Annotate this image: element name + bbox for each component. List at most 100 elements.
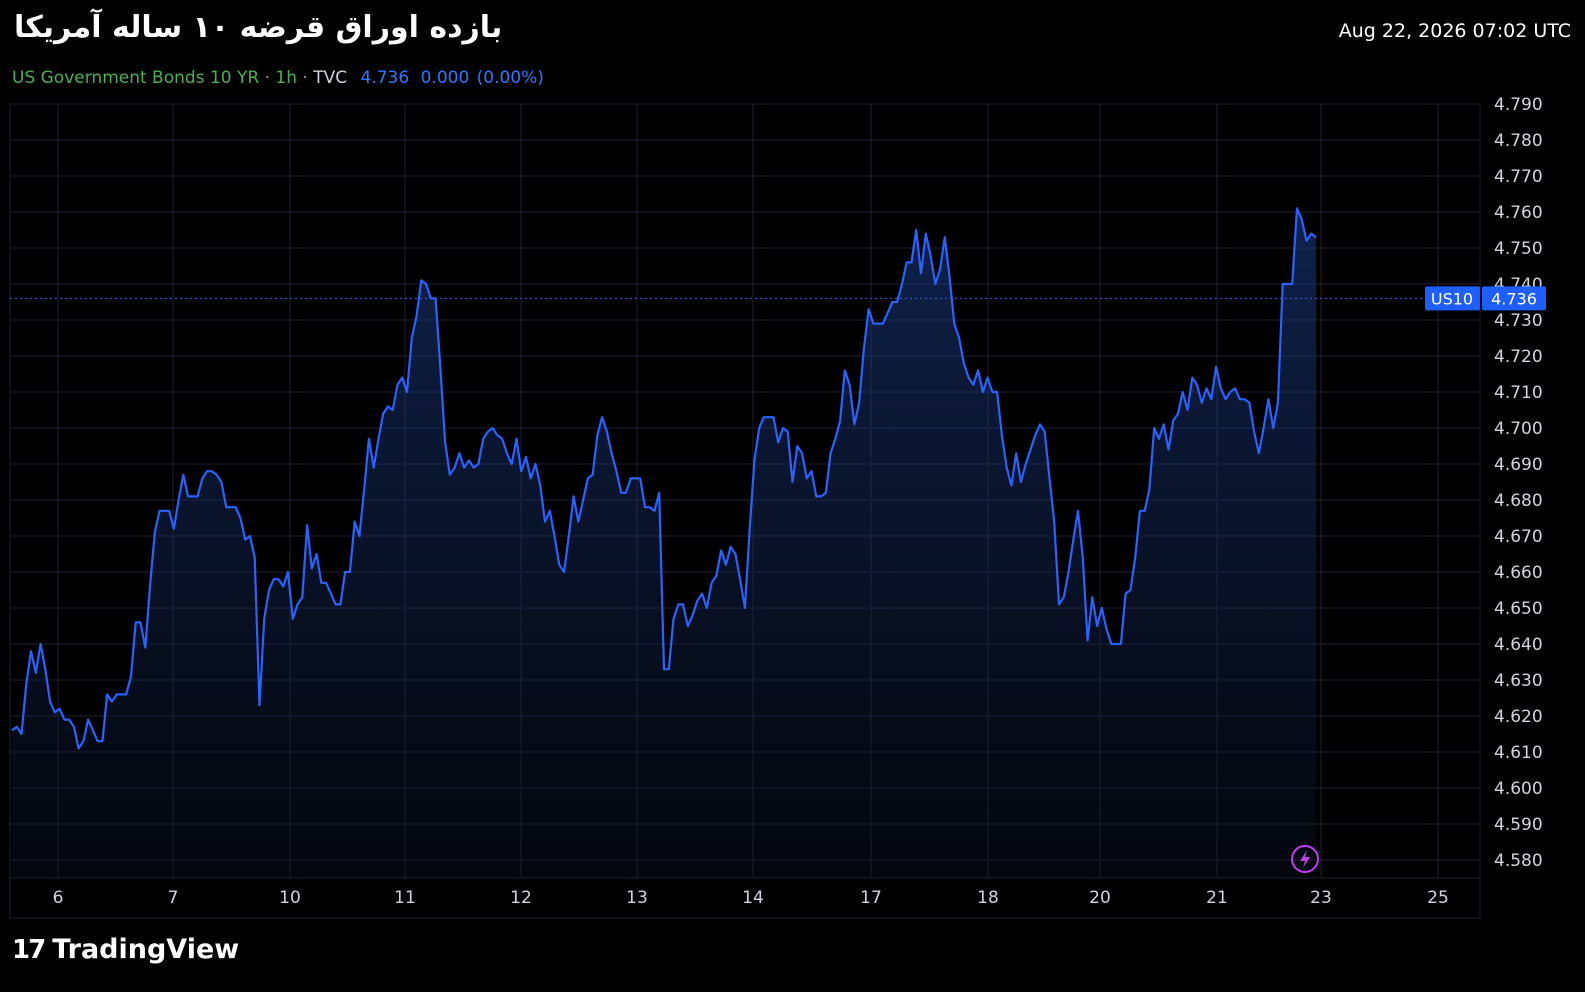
data-point bbox=[391, 408, 394, 411]
data-point bbox=[767, 416, 770, 419]
data-point bbox=[25, 682, 28, 685]
data-point bbox=[1034, 434, 1037, 437]
data-point bbox=[63, 718, 66, 721]
data-point bbox=[696, 599, 699, 602]
data-point bbox=[1043, 430, 1046, 433]
data-point bbox=[762, 416, 765, 419]
data-point bbox=[248, 534, 251, 537]
data-point bbox=[639, 477, 642, 480]
data-point bbox=[672, 617, 675, 620]
lightning-event-icon[interactable] bbox=[1291, 845, 1319, 873]
data-point bbox=[1062, 596, 1065, 599]
data-point bbox=[1015, 452, 1018, 455]
data-point bbox=[44, 668, 47, 671]
data-point bbox=[539, 484, 542, 487]
y-tick-label: 4.710 bbox=[1494, 383, 1543, 403]
data-point bbox=[1253, 430, 1256, 433]
data-point bbox=[401, 376, 404, 379]
data-point bbox=[1157, 437, 1160, 440]
data-point bbox=[1229, 390, 1232, 393]
data-point bbox=[1310, 232, 1313, 235]
y-tick-label: 4.780 bbox=[1494, 131, 1543, 151]
data-point bbox=[977, 369, 980, 372]
data-point bbox=[158, 509, 161, 512]
data-point bbox=[1010, 484, 1013, 487]
data-point bbox=[1110, 642, 1113, 645]
y-tick-label: 4.730 bbox=[1494, 311, 1543, 331]
data-point bbox=[805, 477, 808, 480]
data-point bbox=[10, 729, 13, 732]
data-point bbox=[1057, 603, 1060, 606]
last-price-tag[interactable] bbox=[1482, 286, 1546, 311]
data-point bbox=[629, 477, 632, 480]
data-point bbox=[886, 311, 889, 314]
last-price-tag-label: 4.736 bbox=[1491, 289, 1537, 308]
data-point bbox=[515, 437, 518, 440]
data-point bbox=[334, 603, 337, 606]
data-point bbox=[505, 452, 508, 455]
data-point bbox=[843, 369, 846, 372]
data-point bbox=[153, 531, 156, 534]
data-point bbox=[1248, 401, 1251, 404]
data-point bbox=[1305, 239, 1308, 242]
data-point bbox=[972, 383, 975, 386]
ticker-tag[interactable] bbox=[1425, 286, 1480, 311]
data-point bbox=[520, 470, 523, 473]
data-point bbox=[39, 642, 42, 645]
y-tick-label: 4.590 bbox=[1494, 815, 1543, 835]
data-point bbox=[943, 236, 946, 239]
data-point bbox=[1005, 466, 1008, 469]
data-point bbox=[15, 725, 18, 728]
data-point bbox=[829, 452, 832, 455]
y-tick-label: 4.620 bbox=[1494, 707, 1543, 727]
data-point bbox=[586, 477, 589, 480]
data-point bbox=[862, 347, 865, 350]
x-tick-label: 12 bbox=[510, 888, 532, 908]
data-point bbox=[1272, 426, 1275, 429]
data-point bbox=[677, 603, 680, 606]
tradingview-brand[interactable]: 17 TradingView bbox=[12, 934, 239, 965]
data-point bbox=[144, 646, 147, 649]
data-point bbox=[986, 376, 989, 379]
data-point bbox=[848, 383, 851, 386]
data-point bbox=[634, 477, 637, 480]
data-point bbox=[1243, 398, 1246, 401]
legend-interval[interactable]: 1h bbox=[275, 68, 297, 88]
data-point bbox=[1119, 642, 1122, 645]
data-point bbox=[291, 617, 294, 620]
data-point bbox=[967, 376, 970, 379]
series-legend[interactable]: US Government Bonds 10 YR · 1h · TVC 4.7… bbox=[12, 68, 544, 88]
legend-change: 0.000 bbox=[420, 68, 470, 88]
data-point bbox=[996, 390, 999, 393]
data-point bbox=[582, 498, 585, 501]
legend-symbol[interactable]: US Government Bonds 10 YR bbox=[12, 68, 260, 88]
data-point bbox=[286, 570, 289, 573]
data-point bbox=[610, 452, 613, 455]
data-point bbox=[620, 491, 623, 494]
y-tick-label: 4.580 bbox=[1494, 851, 1543, 871]
data-point bbox=[681, 603, 684, 606]
data-point bbox=[662, 668, 665, 671]
data-point bbox=[220, 480, 223, 483]
data-point bbox=[1091, 596, 1094, 599]
data-point bbox=[210, 470, 213, 473]
data-point bbox=[106, 693, 109, 696]
data-point bbox=[924, 232, 927, 235]
data-point bbox=[377, 437, 380, 440]
data-point bbox=[548, 509, 551, 512]
data-point bbox=[463, 466, 466, 469]
data-point bbox=[877, 322, 880, 325]
data-point bbox=[815, 495, 818, 498]
data-point bbox=[910, 261, 913, 264]
data-point bbox=[1295, 207, 1298, 210]
data-point bbox=[820, 495, 823, 498]
price-line[interactable] bbox=[11, 207, 1317, 750]
y-tick-label: 4.650 bbox=[1494, 599, 1543, 619]
data-point bbox=[958, 336, 961, 339]
data-point bbox=[881, 322, 884, 325]
data-point bbox=[729, 545, 732, 548]
data-point bbox=[68, 718, 71, 721]
y-tick-label: 4.790 bbox=[1494, 95, 1543, 115]
data-point bbox=[263, 617, 266, 620]
